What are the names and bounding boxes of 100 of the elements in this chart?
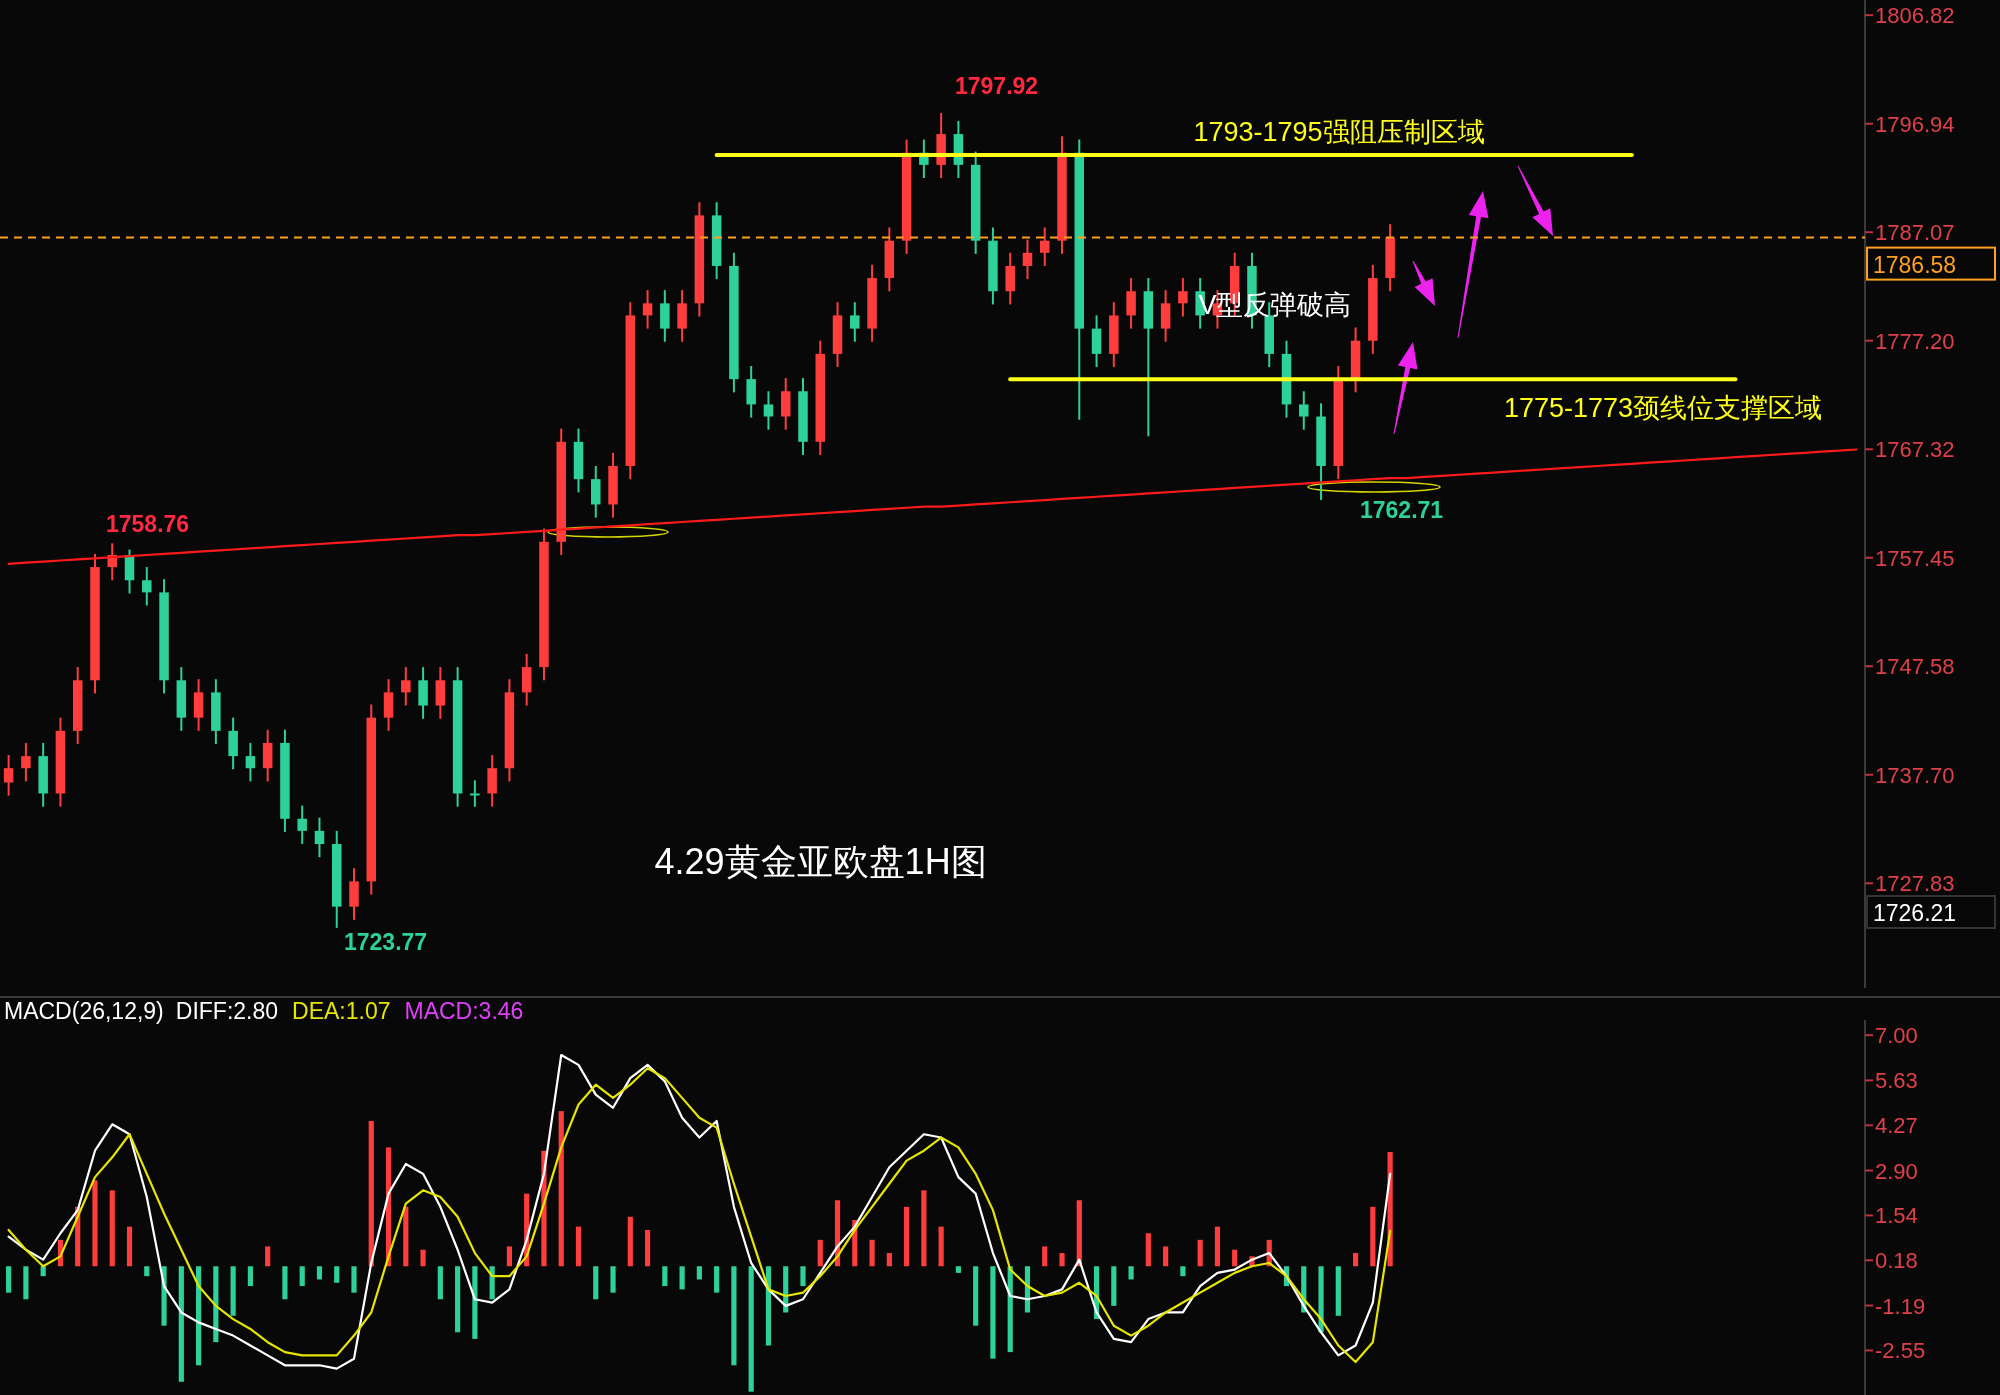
bar <box>178 1266 184 1382</box>
bar <box>886 1253 892 1267</box>
y-tick-label: 1777.20 <box>1875 328 1955 354</box>
bar <box>1180 1266 1186 1277</box>
bar <box>403 1206 409 1267</box>
bar <box>472 1266 478 1339</box>
bar <box>1335 1266 1341 1316</box>
bar <box>748 1266 754 1392</box>
candlestick <box>1022 238 1033 281</box>
y-tick-label: 0.18 <box>1875 1248 1918 1274</box>
bar <box>593 1266 599 1300</box>
bar <box>334 1266 340 1283</box>
candlestick <box>470 779 480 808</box>
bar <box>1059 1253 1065 1267</box>
bar <box>368 1121 374 1267</box>
text: DIFF:2.80 <box>175 998 279 1024</box>
y-tick-label: 1787.07 <box>1875 220 1955 246</box>
text: 4.29黄金亚欧盘1H图 <box>654 841 987 883</box>
candlestick <box>21 741 31 783</box>
bar <box>955 1266 961 1273</box>
bar <box>265 1246 271 1267</box>
candlestick <box>245 741 256 783</box>
bar <box>351 1266 357 1293</box>
y-tick-label: 1767.32 <box>1875 437 1955 463</box>
candlestick <box>314 816 325 859</box>
annotation: 1723.77 <box>344 929 428 955</box>
annotation: 1758.76 <box>106 511 190 537</box>
bar <box>6 1266 12 1293</box>
candlestick <box>850 301 860 343</box>
y-tick-label: -2.55 <box>1875 1338 1926 1364</box>
bar <box>731 1266 737 1366</box>
bar <box>610 1266 616 1293</box>
annotation: MACD:3.46 <box>404 998 524 1024</box>
bar <box>679 1266 685 1290</box>
bar <box>1370 1206 1376 1267</box>
bar <box>437 1266 443 1300</box>
bar <box>1232 1249 1238 1267</box>
annotation: 1797.92 <box>955 73 1039 99</box>
bar <box>644 1229 651 1267</box>
candlestick <box>142 566 152 607</box>
bar <box>714 1266 720 1293</box>
bar <box>662 1266 668 1287</box>
bar <box>196 1266 202 1366</box>
candlestick <box>1299 390 1309 431</box>
text: 1726.21 <box>1873 900 1957 926</box>
bar <box>1145 1233 1151 1267</box>
bar <box>230 1266 236 1316</box>
bar <box>1111 1266 1117 1306</box>
candlestick <box>763 390 774 431</box>
bar <box>282 1266 288 1300</box>
bar <box>506 1246 513 1267</box>
bar <box>973 1266 979 1326</box>
bar <box>109 1190 115 1267</box>
bar <box>1352 1253 1359 1267</box>
bar <box>316 1266 323 1280</box>
bar <box>1318 1266 1324 1333</box>
bar <box>800 1266 806 1287</box>
y-tick-label: 1727.83 <box>1875 871 1955 897</box>
chart-title: MACD(26,12,9) <box>4 998 164 1024</box>
candlestick <box>642 289 653 330</box>
candlestick <box>297 804 307 846</box>
bar <box>299 1266 305 1287</box>
series-label: 1775-1773颈线位支撑区域 <box>1503 393 1823 424</box>
bar <box>23 1266 29 1300</box>
bar <box>1042 1246 1048 1267</box>
bar <box>247 1266 253 1287</box>
candlestick <box>1178 277 1188 318</box>
bar <box>213 1266 219 1343</box>
bar <box>92 1180 98 1267</box>
y-tick-label: 4.27 <box>1875 1113 1918 1139</box>
y-tick-label: 1757.45 <box>1875 545 1955 571</box>
bar <box>40 1266 46 1277</box>
ref-line-label: 1786.58 <box>1873 251 1957 278</box>
bar <box>869 1239 875 1267</box>
bar <box>575 1226 582 1267</box>
bar <box>1214 1226 1221 1267</box>
bar <box>126 1226 133 1267</box>
bar <box>696 1266 702 1280</box>
y-tick-label: 5.63 <box>1875 1068 1918 1094</box>
bar <box>1197 1239 1203 1267</box>
bar <box>144 1266 150 1277</box>
bar <box>1076 1200 1082 1267</box>
y-tick-label: 1.54 <box>1875 1203 1918 1229</box>
bar <box>627 1216 633 1267</box>
bar <box>904 1206 910 1267</box>
bar <box>1163 1246 1169 1267</box>
y-tick-label: 1796.94 <box>1875 111 1955 137</box>
y-tick-label: 1806.82 <box>1875 3 1955 29</box>
candlestick <box>3 754 14 797</box>
y-tick-label: 7.00 <box>1875 1023 1918 1049</box>
bar <box>420 1249 426 1267</box>
bar <box>558 1111 564 1267</box>
bar <box>817 1239 823 1267</box>
text: DEA:1.07 <box>292 998 391 1024</box>
bar <box>1128 1266 1134 1280</box>
candlestick <box>1040 226 1050 267</box>
series-label: 1793-1795强阻压制区域 <box>1193 116 1485 147</box>
bar <box>938 1226 944 1267</box>
y-tick-label: -1.19 <box>1875 1293 1926 1319</box>
y-tick-label: 1747.58 <box>1875 654 1955 680</box>
